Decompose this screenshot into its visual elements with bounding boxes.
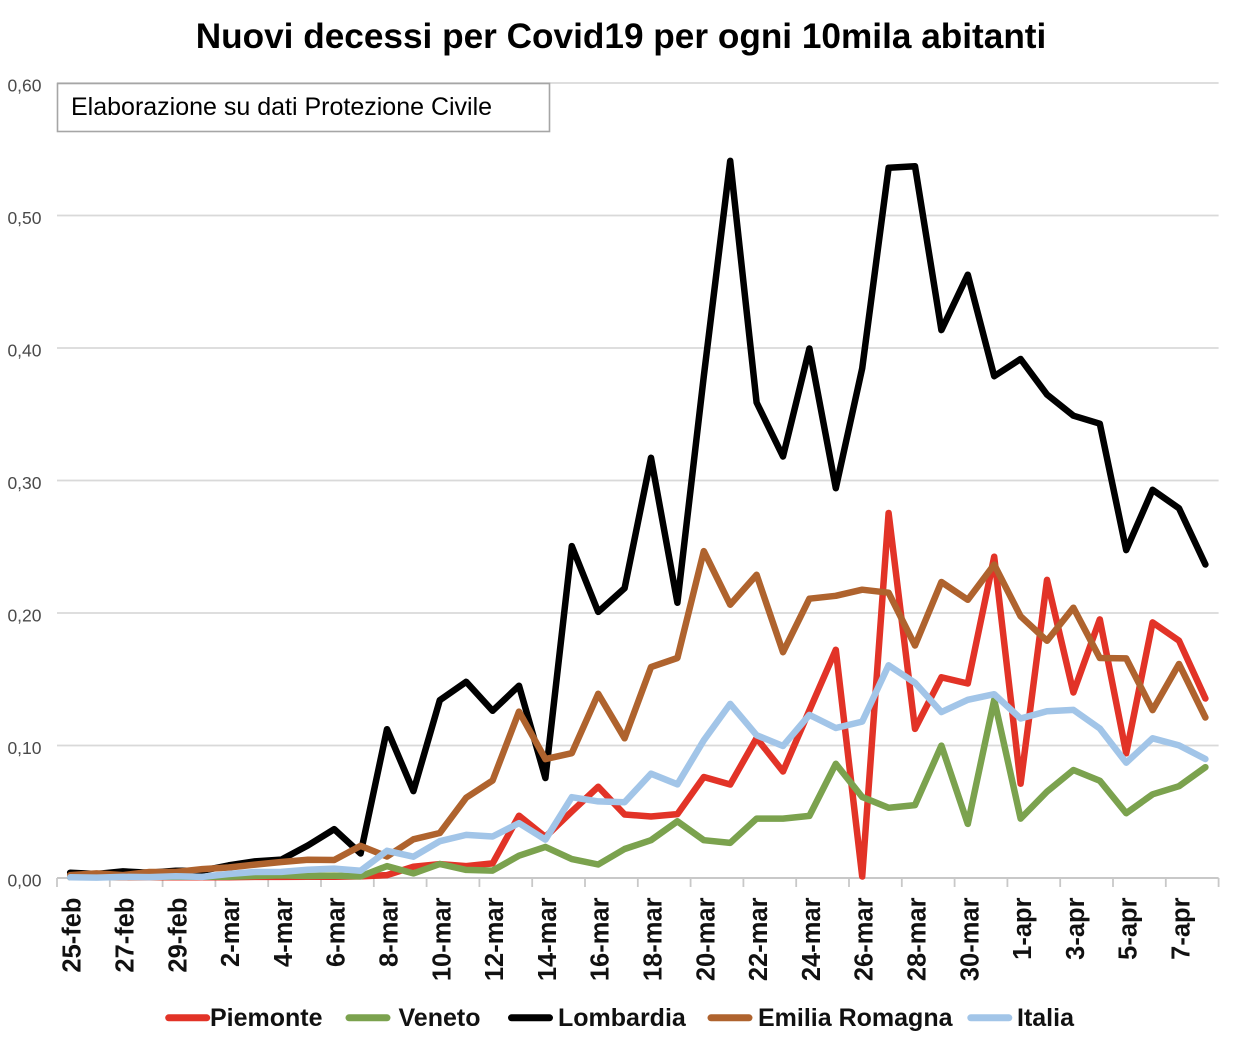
svg-text:4-mar: 4-mar (270, 897, 298, 967)
svg-text:Elaborazione su dati Protezion: Elaborazione su dati Protezione Civile (71, 93, 492, 121)
svg-text:24-mar: 24-mar (798, 897, 826, 981)
svg-text:25-feb: 25-feb (59, 898, 87, 973)
svg-text:27-feb: 27-feb (112, 898, 140, 973)
svg-text:16-mar: 16-mar (587, 897, 615, 981)
svg-text:0,40: 0,40 (7, 340, 41, 360)
svg-text:0,60: 0,60 (7, 75, 41, 95)
svg-text:18-mar: 18-mar (640, 897, 668, 981)
svg-text:30-mar: 30-mar (956, 897, 984, 981)
svg-text:14-mar: 14-mar (534, 897, 562, 981)
svg-text:0,50: 0,50 (7, 208, 41, 228)
svg-text:28-mar: 28-mar (904, 897, 932, 981)
svg-text:0,20: 0,20 (7, 605, 41, 625)
svg-text:Emilia Romagna: Emilia Romagna (758, 1004, 954, 1032)
svg-text:29-feb: 29-feb (164, 898, 192, 973)
svg-text:12-mar: 12-mar (481, 897, 509, 981)
svg-text:20-mar: 20-mar (692, 897, 720, 981)
svg-text:Italia: Italia (1017, 1004, 1075, 1032)
svg-text:8-mar: 8-mar (376, 897, 404, 967)
svg-text:Piemonte: Piemonte (210, 1004, 323, 1032)
svg-text:0,30: 0,30 (7, 473, 41, 493)
svg-text:1-apr: 1-apr (1009, 897, 1037, 959)
svg-text:10-mar: 10-mar (428, 897, 456, 981)
svg-text:Veneto: Veneto (399, 1004, 481, 1032)
svg-text:26-mar: 26-mar (851, 897, 879, 981)
svg-text:2-mar: 2-mar (217, 897, 245, 967)
svg-text:3-apr: 3-apr (1062, 897, 1090, 959)
svg-text:0,10: 0,10 (7, 738, 41, 758)
svg-text:Lombardia: Lombardia (558, 1004, 687, 1032)
svg-text:Nuovi decessi per Covid19 per: Nuovi decessi per Covid19 per ogni 10mil… (196, 17, 1047, 56)
svg-text:7-apr: 7-apr (1168, 897, 1196, 959)
svg-text:6-mar: 6-mar (323, 897, 351, 967)
svg-text:5-apr: 5-apr (1115, 897, 1143, 959)
svg-text:22-mar: 22-mar (745, 897, 773, 981)
svg-text:0,00: 0,00 (7, 870, 41, 890)
